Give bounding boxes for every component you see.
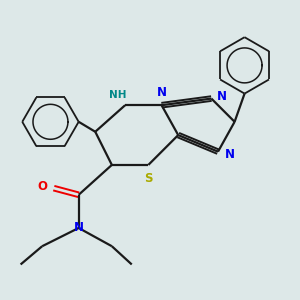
Text: N: N bbox=[157, 86, 166, 99]
Text: NH: NH bbox=[109, 90, 127, 100]
Text: S: S bbox=[144, 172, 153, 185]
Text: N: N bbox=[225, 148, 235, 161]
Text: N: N bbox=[74, 221, 84, 235]
Text: O: O bbox=[38, 180, 48, 193]
Text: N: N bbox=[218, 90, 227, 104]
